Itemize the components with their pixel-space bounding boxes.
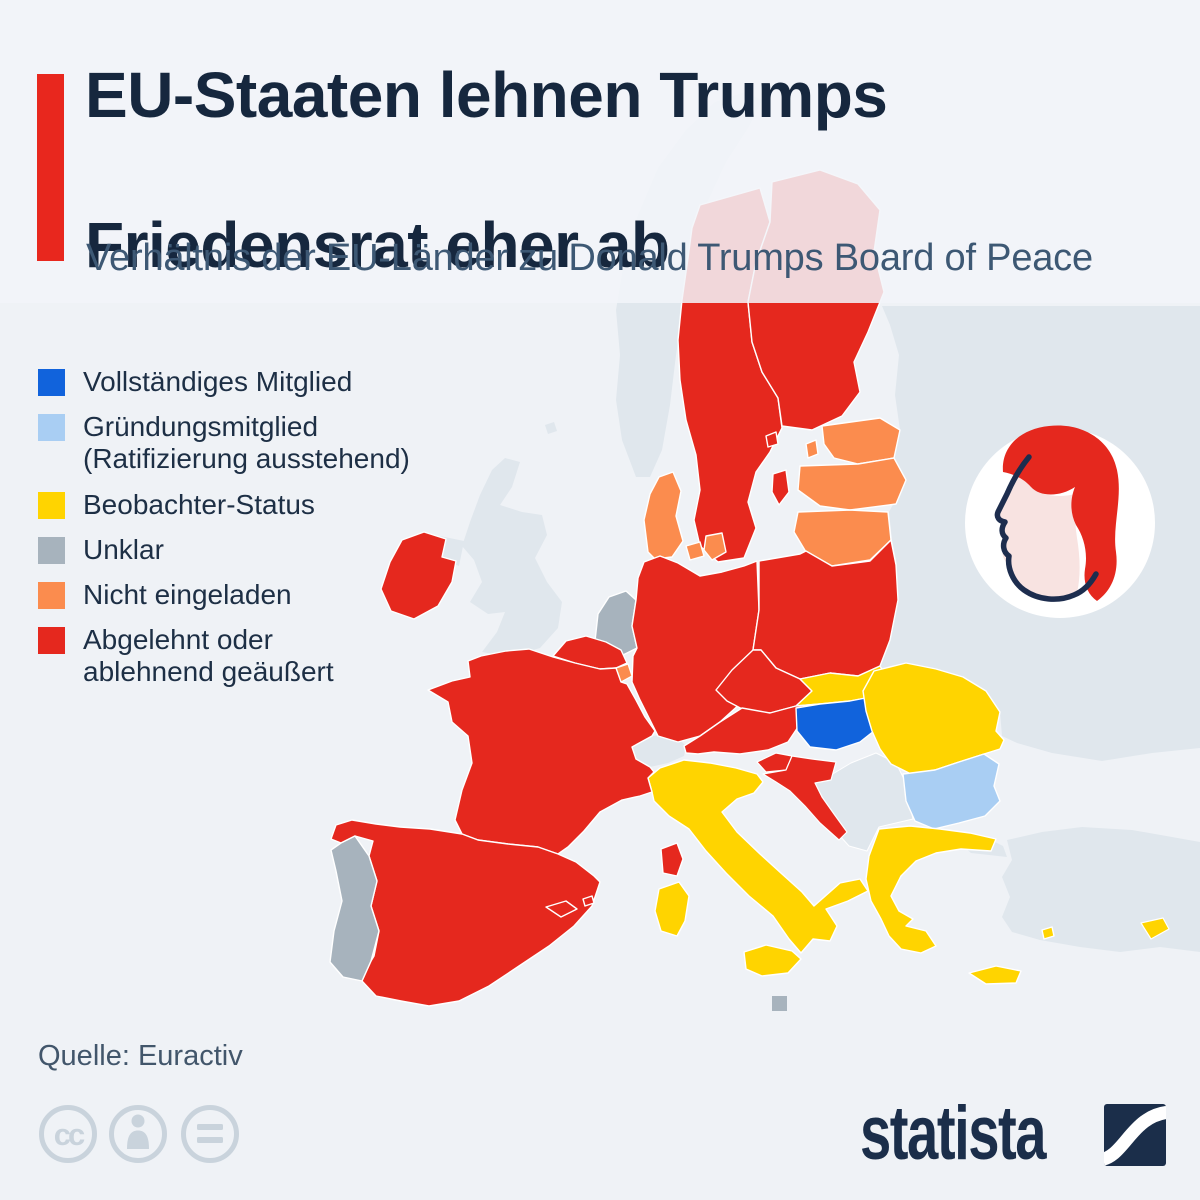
country-turkey xyxy=(963,827,1200,952)
page-subtitle: Verhältnis der EU-Länder zu Donald Trump… xyxy=(86,237,1093,279)
legend-item-unclear: Unklar xyxy=(38,534,468,566)
legend-item-rejected: Abgelehnt oder ablehnend geäußert xyxy=(38,624,468,688)
country-lithuania xyxy=(793,509,892,567)
cc-no-derivatives-icon[interactable] xyxy=(181,1105,239,1163)
cc-icon[interactable]: cc xyxy=(39,1105,97,1163)
cc-license-icons[interactable]: cc xyxy=(38,1103,248,1167)
legend-label-observer: Beobachter-Status xyxy=(83,488,315,520)
legend-swatch-not_invited xyxy=(38,581,65,609)
legend-swatch-founding_member_pending xyxy=(38,414,65,442)
header-fade-overlay xyxy=(0,0,1200,303)
legend-swatch-unclear xyxy=(38,536,65,564)
legend-label-not_invited: Nicht eingeladen xyxy=(83,578,292,610)
svg-text:cc: cc xyxy=(54,1117,85,1152)
title-line-1: EU-Staaten lehnen Trumps xyxy=(85,59,888,131)
legend-swatch-observer xyxy=(38,491,65,519)
country-france xyxy=(427,648,684,877)
statista-wordmark: statista xyxy=(860,1091,1047,1176)
country-cyprus xyxy=(1140,917,1170,940)
legend-label-founding_member_pending: Gründungsmitglied (Ratifizierung aussteh… xyxy=(83,411,410,475)
trump-icon xyxy=(965,425,1155,618)
country-united-kingdom xyxy=(440,422,562,657)
country-switzerland xyxy=(632,734,686,767)
legend-swatch-rejected xyxy=(38,627,65,655)
statista-logo-icon xyxy=(1104,1104,1166,1166)
country-estonia xyxy=(805,417,901,465)
page-title: EU-Staaten lehnen Trumps Friedensrat ehe… xyxy=(85,58,1085,283)
title-line-2: Friedensrat eher ab xyxy=(85,208,670,281)
legend-item-observer: Beobachter-Status xyxy=(38,489,468,521)
country-bulgaria xyxy=(902,753,1001,830)
country-spain xyxy=(330,819,601,1007)
legend: Vollständiges Mitglied Gründungsmitglied … xyxy=(38,366,468,702)
cc-attribution-icon[interactable] xyxy=(109,1105,167,1163)
country-portugal xyxy=(329,835,380,982)
country-malta xyxy=(772,996,787,1011)
source-label: Quelle: Euractiv xyxy=(38,1040,243,1072)
legend-label-rejected: Abgelehnt oder ablehnend geäußert xyxy=(83,624,334,688)
country-denmark xyxy=(643,471,727,561)
legend-label-full_member: Vollständiges Mitglied xyxy=(83,366,353,397)
country-croatia xyxy=(762,755,848,841)
legend-swatch-full_member xyxy=(38,369,65,396)
country-italy xyxy=(647,759,869,977)
legend-item-founding_member_pending: Gründungsmitglied (Ratifizierung aussteh… xyxy=(38,411,468,475)
country-greece xyxy=(865,825,1055,985)
title-accent-bar xyxy=(37,74,64,261)
legend-label-unclear: Unklar xyxy=(83,533,164,565)
country-latvia xyxy=(797,457,907,511)
legend-item-full_member: Vollständiges Mitglied xyxy=(38,366,468,398)
statista-logo[interactable]: statista xyxy=(860,1096,1180,1176)
country-ireland xyxy=(380,531,457,620)
legend-item-not_invited: Nicht eingeladen xyxy=(38,579,468,611)
